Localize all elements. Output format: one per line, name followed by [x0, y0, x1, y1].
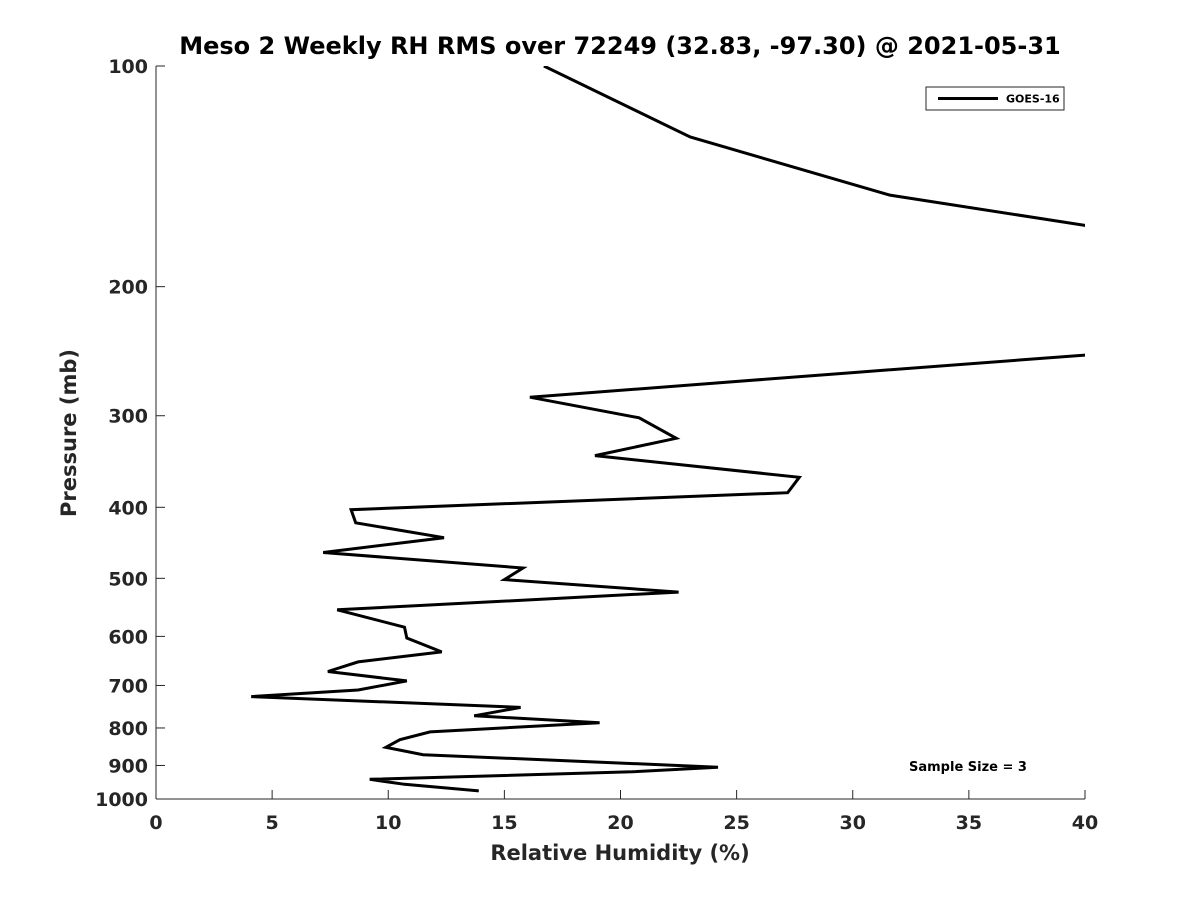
sample-size-annotation: Sample Size = 3 — [909, 760, 1027, 775]
x-tick-label: 15 — [491, 812, 517, 834]
y-tick-label: 200 — [108, 277, 148, 299]
y-tick-label: 500 — [108, 568, 148, 590]
x-tick-label: 40 — [1072, 812, 1098, 834]
x-tick-label: 35 — [956, 812, 982, 834]
y-tick-label: 700 — [108, 675, 148, 697]
x-axis-ticks: 0 5 10 15 20 25 30 35 40 — [149, 790, 1098, 834]
plot-area-frame — [156, 66, 1085, 799]
y-tick-label: 800 — [108, 718, 148, 740]
y-tick-label: 1000 — [95, 789, 148, 811]
y-tick-label: 300 — [108, 406, 148, 428]
series-line-goes-16 — [251, 66, 1085, 793]
x-tick-label: 5 — [266, 812, 279, 834]
y-tick-label: 600 — [108, 626, 148, 648]
x-tick-label: 20 — [607, 812, 633, 834]
legend-label-goes-16: GOES-16 — [1006, 93, 1060, 106]
legend: GOES-16 — [925, 86, 1065, 111]
x-tick-label: 0 — [149, 812, 162, 834]
y-axis-ticks: 100 200 300 400 500 600 700 800 900 1000 — [95, 56, 165, 811]
x-tick-label: 10 — [375, 812, 401, 834]
x-axis-label: Relative Humidity (%) — [490, 841, 749, 865]
chart-title: Meso 2 Weekly RH RMS over 72249 (32.83, … — [179, 32, 1061, 60]
y-tick-label: 400 — [108, 497, 148, 519]
y-tick-label: 900 — [108, 755, 148, 777]
x-tick-label: 25 — [723, 812, 749, 834]
x-tick-label: 30 — [840, 812, 866, 834]
y-tick-label: 100 — [108, 56, 148, 78]
y-axis-label: Pressure (mb) — [57, 349, 81, 517]
